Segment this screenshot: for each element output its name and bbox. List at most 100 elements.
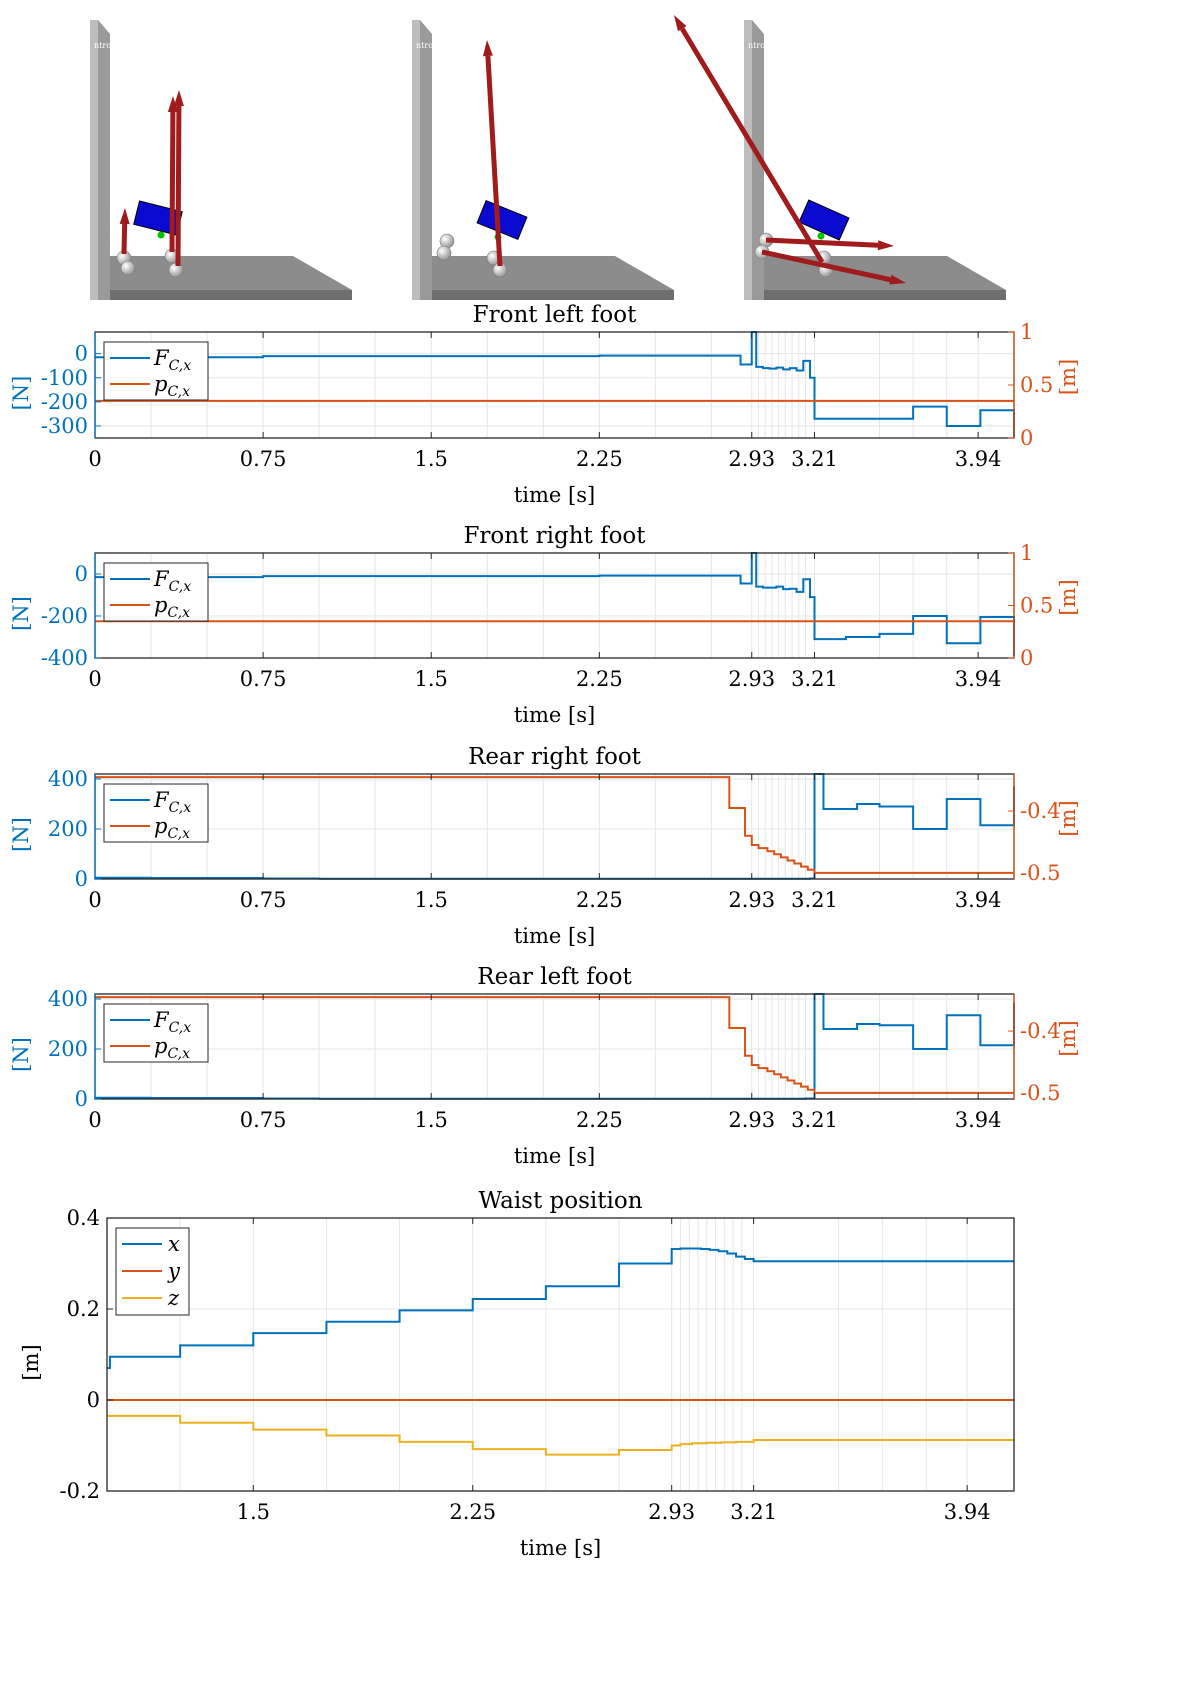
y-tick-label-left: -100 [41,366,88,390]
y-tick-label-right: 0.5 [1020,594,1053,618]
x-tick-label: 2.25 [576,1108,623,1132]
y-axis-label-right: [m] [1056,579,1080,615]
wall-side [90,20,98,300]
x-tick-label: 0.75 [240,667,287,691]
y-tick-label-right: -0.4 [1020,1019,1061,1043]
legend-label: x [168,1232,180,1256]
chart-title: Front right foot [463,523,646,549]
force-arrow-shaft [175,105,182,267]
force-arrow-head [482,40,493,57]
force-arrow-head [877,240,894,251]
legend-label-base: p [154,372,167,396]
x-tick-label: 2.93 [728,888,775,912]
charts-area: Front left foot 0 0.75 1.5 2.25 2.93 3.21 3.94 t… [9,302,1080,1560]
legend-label: FC,x [153,346,191,374]
x-tick-label: 3.21 [791,447,838,471]
legend-label-subscript: C,x [169,1020,192,1036]
y-tick-label-right: 1 [1020,320,1033,344]
force-arrow-head [674,15,687,32]
series-line-f-c-x [95,773,1015,880]
y-tick-label-left: 0.2 [67,1297,100,1321]
x-tick-label: 1.5 [415,667,448,691]
x-tick-label: 2.93 [728,1108,775,1132]
y-tick-label-right: 0 [1020,646,1033,670]
foot-sphere [436,245,452,261]
x-tick-label: 1.5 [415,1108,448,1132]
x-tick-label: 3.21 [791,1108,838,1132]
x-tick-label: 0 [88,888,101,912]
x-axis-label: time [s] [514,1144,595,1168]
force-arrow-shaft [169,111,176,253]
x-tick-label: 3.94 [955,667,1002,691]
legend-label: pC,x [154,814,190,842]
chart-3: Rear right foot 0 0.75 1.5 2.25 2.93 3.21 3.94 t… [9,744,1080,948]
axes-frame [94,331,1015,439]
foot-sphere [120,260,136,276]
y-axis-label-right: [m] [1056,1020,1080,1056]
y-tick-label-right: 1 [1020,541,1033,565]
legend-label-subscript: C,x [169,800,192,816]
legend-label-subscript: C,x [169,579,192,595]
y-tick-label-right: -0.5 [1020,861,1061,885]
wall-label: ntro ROT [94,41,132,50]
y-tick-label-right: -0.5 [1020,1081,1061,1105]
chart-1: Front left foot 0 0.75 1.5 2.25 2.93 3.21 3.94 t… [9,302,1080,507]
legend-label: y [167,1259,181,1283]
legend-label-base: F [153,567,170,591]
snapshot-2: ntro ROT [412,20,674,300]
snapshot-3: ntro ROT [674,15,1006,300]
legend-label-base: p [154,814,167,838]
legend-label: z [167,1286,180,1310]
x-axis-label: time [s] [520,1536,601,1560]
x-axis-label: time [s] [514,924,595,948]
legend-label: FC,x [153,567,191,595]
x-tick-label: 0.75 [240,447,287,471]
series-line-p-c-x [95,996,1014,1094]
x-tick-label: 2.25 [576,667,623,691]
x-tick-label: 2.25 [576,888,623,912]
legend-label-base: F [153,788,170,812]
legend-label-base: F [153,346,170,370]
force-arrow-shaft [761,249,891,283]
force-arrow-shaft [680,27,825,264]
y-tick-label-left: -300 [41,414,88,438]
floor-plane [102,256,352,290]
x-tick-label: 3.94 [955,447,1002,471]
y-axis-label-right: [m] [1056,800,1080,836]
y-tick-label-left: -200 [41,390,88,414]
legend-label: pC,x [154,593,190,621]
legend-box [103,783,209,843]
x-axis-label: time [s] [514,703,595,727]
legend-label-subscript: C,x [169,358,192,374]
x-tick-label: 0.75 [240,888,287,912]
wall-front [98,20,110,300]
wall-label: ntro ROT [416,41,454,50]
chart-title: Waist position [478,1188,642,1214]
legend-label-subscript: C,x [167,384,190,400]
floor-plane [424,256,674,290]
y-tick-label-left: -0.2 [60,1479,101,1503]
wall-front [420,20,432,300]
x-tick-label: 3.21 [730,1500,777,1524]
wall-side [744,20,752,300]
axes-frame [94,552,1015,659]
floor-edge [424,290,674,300]
force-arrow-shaft [765,237,879,248]
y-axis-label-left: [N] [9,817,33,852]
legend-label: FC,x [153,1008,191,1036]
force-arrow-head [167,96,178,113]
x-tick-label: 1.5 [237,1500,270,1524]
axes-frame [106,1217,1015,1492]
x-tick-label: 3.21 [791,888,838,912]
robot-body [798,199,850,241]
x-tick-label: 3.94 [955,1108,1002,1132]
chart-2: Front right foot 0 0.75 1.5 2.25 2.93 3.21 3.94… [9,523,1080,727]
series-line-p-c-x [95,776,1014,874]
force-arrow-head [119,208,130,225]
y-axis-label-left: [N] [9,376,33,411]
y-tick-label-left: 200 [48,817,88,841]
axes-frame [94,773,1015,880]
x-tick-label: 1.5 [415,447,448,471]
y-tick-label-left: 400 [48,767,88,791]
y-tick-label-right: -0.4 [1020,799,1061,823]
